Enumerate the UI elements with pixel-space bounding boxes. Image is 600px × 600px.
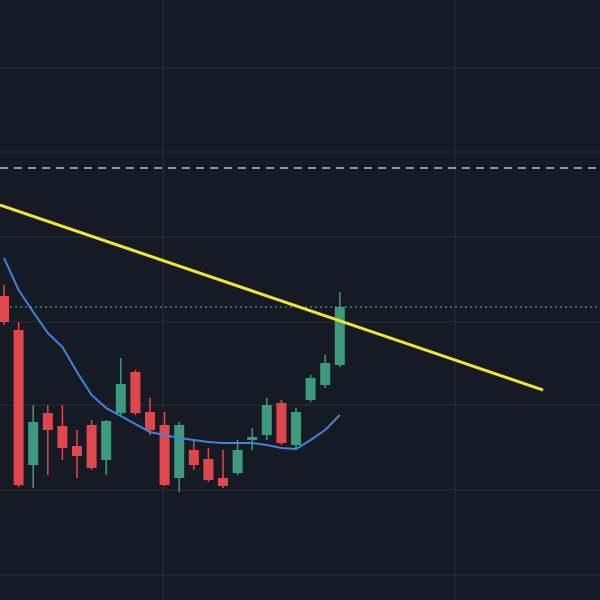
candle-body xyxy=(159,425,170,485)
candle-body xyxy=(86,425,97,468)
moving-average-line xyxy=(3,257,341,451)
candle-body xyxy=(247,437,258,440)
candle-body xyxy=(130,372,141,413)
candle-body xyxy=(218,478,228,486)
candle-body xyxy=(261,405,272,435)
candle-body xyxy=(203,459,214,480)
candle-body xyxy=(13,330,24,485)
candle-body xyxy=(28,422,39,465)
candle-body xyxy=(101,421,112,460)
candle-body xyxy=(305,378,316,400)
candle-body xyxy=(276,403,287,443)
candle-body xyxy=(57,426,68,448)
candle-body xyxy=(42,413,53,430)
trendline xyxy=(0,203,544,392)
candle-body xyxy=(174,425,185,478)
candle-body xyxy=(0,296,9,322)
candle-body xyxy=(145,412,155,430)
candle-body xyxy=(72,446,82,456)
candle-body xyxy=(188,450,199,465)
candle-body xyxy=(232,450,243,473)
candle-body xyxy=(291,412,301,445)
candle-body xyxy=(115,384,126,413)
candle-body xyxy=(334,307,345,365)
candle-body xyxy=(320,363,331,385)
